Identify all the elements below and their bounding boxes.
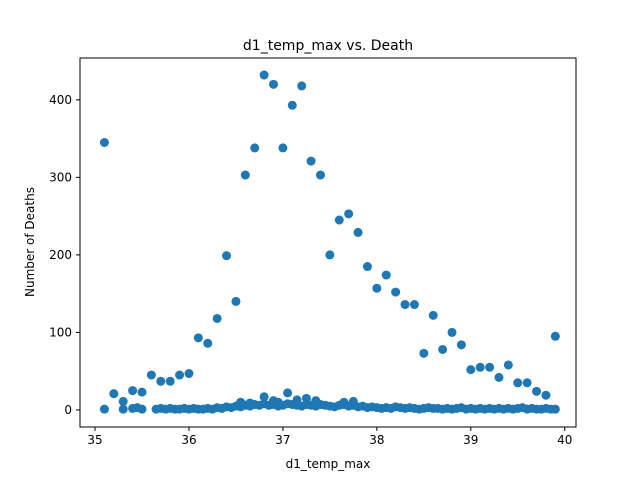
data-point	[339, 397, 349, 407]
x-tick-label: 35	[87, 433, 102, 447]
data-point	[306, 156, 316, 166]
data-point	[203, 338, 213, 348]
data-point	[137, 404, 147, 414]
data-point	[311, 396, 321, 406]
x-tick-label: 40	[557, 433, 572, 447]
y-tick-label: 100	[49, 325, 72, 339]
data-point	[550, 404, 560, 414]
data-point	[287, 100, 297, 110]
data-point	[128, 386, 138, 396]
data-point	[250, 143, 260, 153]
data-point	[315, 170, 325, 180]
data-point	[99, 138, 109, 147]
x-axis-label: d1_temp_max	[286, 457, 371, 471]
y-tick-label: 200	[49, 248, 72, 262]
x-axis: 35 36 37 38 39 40	[87, 427, 572, 447]
data-point	[259, 392, 269, 402]
data-point	[109, 389, 119, 399]
data-point	[372, 283, 382, 293]
data-point	[245, 398, 255, 408]
data-point	[146, 370, 156, 380]
data-point	[99, 404, 109, 414]
data-point	[381, 270, 391, 280]
data-point	[348, 396, 358, 406]
x-tick-label: 36	[181, 433, 196, 447]
y-tick-label: 400	[49, 93, 72, 107]
chart-title: d1_temp_max vs. Death	[243, 38, 413, 54]
data-point	[297, 81, 307, 91]
data-point	[438, 344, 448, 354]
data-point	[231, 296, 241, 306]
data-point	[550, 331, 560, 341]
x-tick-label: 39	[463, 433, 478, 447]
x-tick-label: 37	[275, 433, 290, 447]
data-point	[447, 327, 457, 337]
data-point	[193, 333, 203, 343]
data-point	[362, 262, 372, 272]
data-point	[522, 378, 532, 388]
data-point	[503, 360, 513, 370]
data-point	[118, 396, 128, 406]
y-tick-label: 300	[49, 170, 72, 184]
data-point	[353, 227, 363, 237]
data-point	[283, 388, 293, 398]
data-point	[456, 340, 466, 350]
data-point	[409, 300, 419, 310]
data-point	[541, 390, 551, 400]
data-point	[156, 376, 166, 386]
data-point	[419, 348, 429, 358]
data-point	[137, 387, 147, 397]
data-point	[273, 397, 283, 407]
data-point	[259, 70, 269, 80]
data-point	[532, 386, 542, 396]
data-point	[165, 376, 175, 386]
data-point	[175, 370, 185, 380]
y-axis: 0 100 200 300 400	[49, 93, 80, 417]
data-point	[118, 404, 128, 414]
x-tick-label: 38	[369, 433, 384, 447]
data-point	[278, 143, 288, 153]
data-point	[428, 310, 438, 320]
data-point	[466, 365, 476, 375]
data-point	[391, 287, 401, 297]
data-point	[344, 209, 354, 219]
data-point	[301, 393, 311, 403]
data-point	[222, 251, 232, 261]
data-point	[513, 378, 523, 388]
y-tick-label: 0	[64, 403, 72, 417]
data-point	[400, 300, 410, 310]
data-point	[475, 362, 485, 372]
data-point	[494, 372, 504, 382]
data-point	[325, 250, 335, 260]
data-point	[240, 170, 250, 180]
plot-frame	[79, 57, 577, 428]
data-point	[292, 395, 302, 405]
data-point	[184, 369, 194, 379]
data-point	[269, 79, 279, 89]
data-point	[212, 313, 222, 323]
data-point	[334, 215, 344, 225]
data-point	[485, 362, 495, 372]
y-axis-label: Number of Deaths	[23, 187, 37, 297]
plot-area	[99, 70, 560, 414]
data-point	[236, 397, 246, 407]
